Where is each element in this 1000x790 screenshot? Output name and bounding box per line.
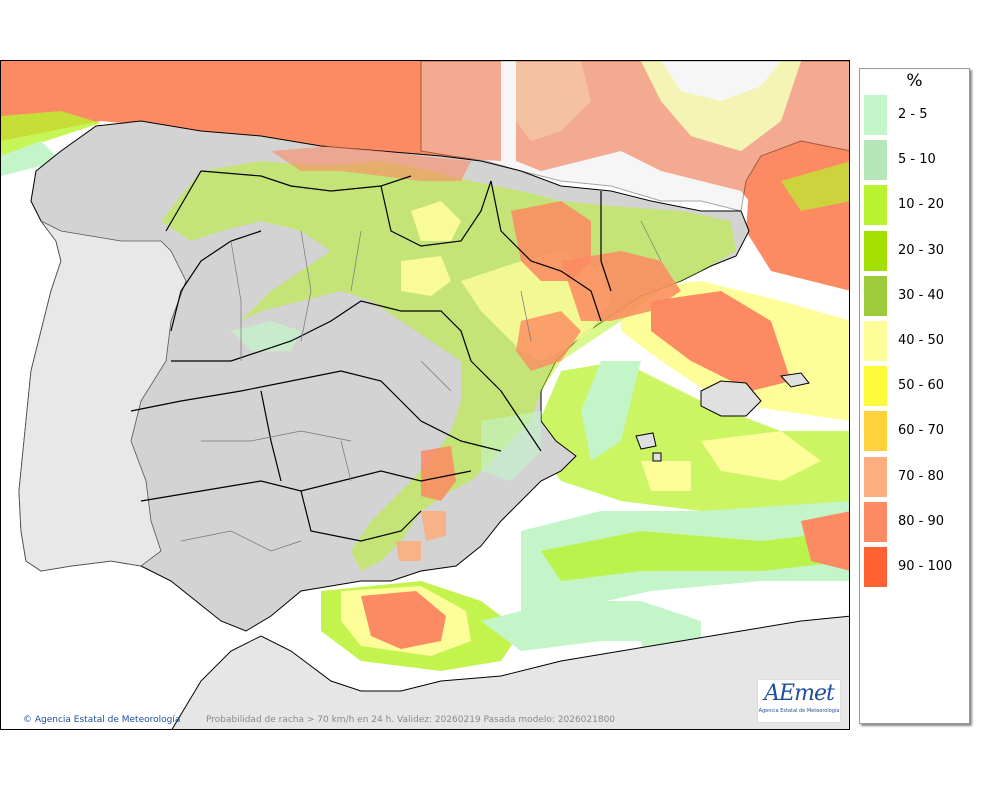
legend-swatch	[864, 321, 887, 361]
portugal	[18, 220, 187, 572]
legend-swatch	[864, 185, 887, 226]
north-africa	[171, 615, 849, 729]
france	[420, 61, 849, 212]
legend-item: 40 - 50	[864, 321, 964, 361]
legend-item: 10 - 20	[864, 185, 964, 226]
legend-item: 70 - 80	[864, 456, 964, 497]
legend-swatch	[864, 140, 887, 181]
forecast-map[interactable]: © Agencia Estatal de Meteorología Probab…	[0, 60, 850, 730]
map-caption: Probabilidad de racha > 70 km/h en 24 h.…	[206, 715, 616, 725]
province-boundaries	[180, 220, 662, 552]
region-boundaries	[130, 170, 612, 542]
legend-swatch	[864, 501, 887, 542]
legend-swatch	[864, 411, 887, 452]
land-probability-areas	[161, 146, 736, 571]
legend: % 2 - 5 5 - 10 10 - 20 20 - 30 30 - 40 40 - 5…	[859, 68, 970, 724]
legend-swatch	[864, 547, 887, 587]
ibiza	[635, 432, 657, 450]
legend-swatch	[864, 95, 887, 135]
legend-label: 5 - 10	[898, 152, 936, 168]
legend-swatch	[864, 366, 887, 407]
legend-item: 50 - 60	[864, 366, 964, 407]
legend-swatch	[864, 456, 887, 497]
legend-label: 10 - 20	[898, 197, 945, 213]
legend-label: 90 - 100	[898, 559, 953, 574]
legend-item: 80 - 90	[864, 501, 964, 542]
mallorca	[700, 380, 762, 417]
legend-label: 60 - 70	[898, 423, 945, 439]
legend-item: 2 - 5	[864, 95, 964, 135]
legend-label: 70 - 80	[898, 468, 945, 484]
logo-mark: AEmet	[764, 681, 835, 706]
legend-label: 50 - 60	[898, 378, 945, 394]
legend-swatch	[864, 275, 887, 316]
legend-item: 20 - 30	[864, 230, 964, 271]
map-canvas	[1, 61, 849, 729]
copyright-text: © Agencia Estatal de Meteorología	[23, 715, 181, 725]
legend-label: 2 - 5	[898, 107, 928, 122]
legend-item: 30 - 40	[864, 275, 964, 316]
logo-subtitle: Agencia Estatal de Meteorología	[758, 708, 840, 714]
menorca	[780, 372, 810, 388]
legend-label: 30 - 40	[898, 287, 945, 303]
formentera	[652, 452, 662, 462]
legend-item: 60 - 70	[864, 411, 964, 452]
legend-swatch	[864, 230, 887, 271]
aemet-logo: AEmet Agencia Estatal de Meteorología	[757, 679, 841, 723]
legend-label: 80 - 90	[898, 513, 945, 529]
legend-label: 40 - 50	[898, 333, 945, 348]
legend-label: 20 - 30	[898, 242, 945, 258]
legend-item: 5 - 10	[864, 140, 964, 181]
legend-unit: %	[906, 71, 923, 91]
legend-item: 90 - 100	[864, 547, 964, 587]
